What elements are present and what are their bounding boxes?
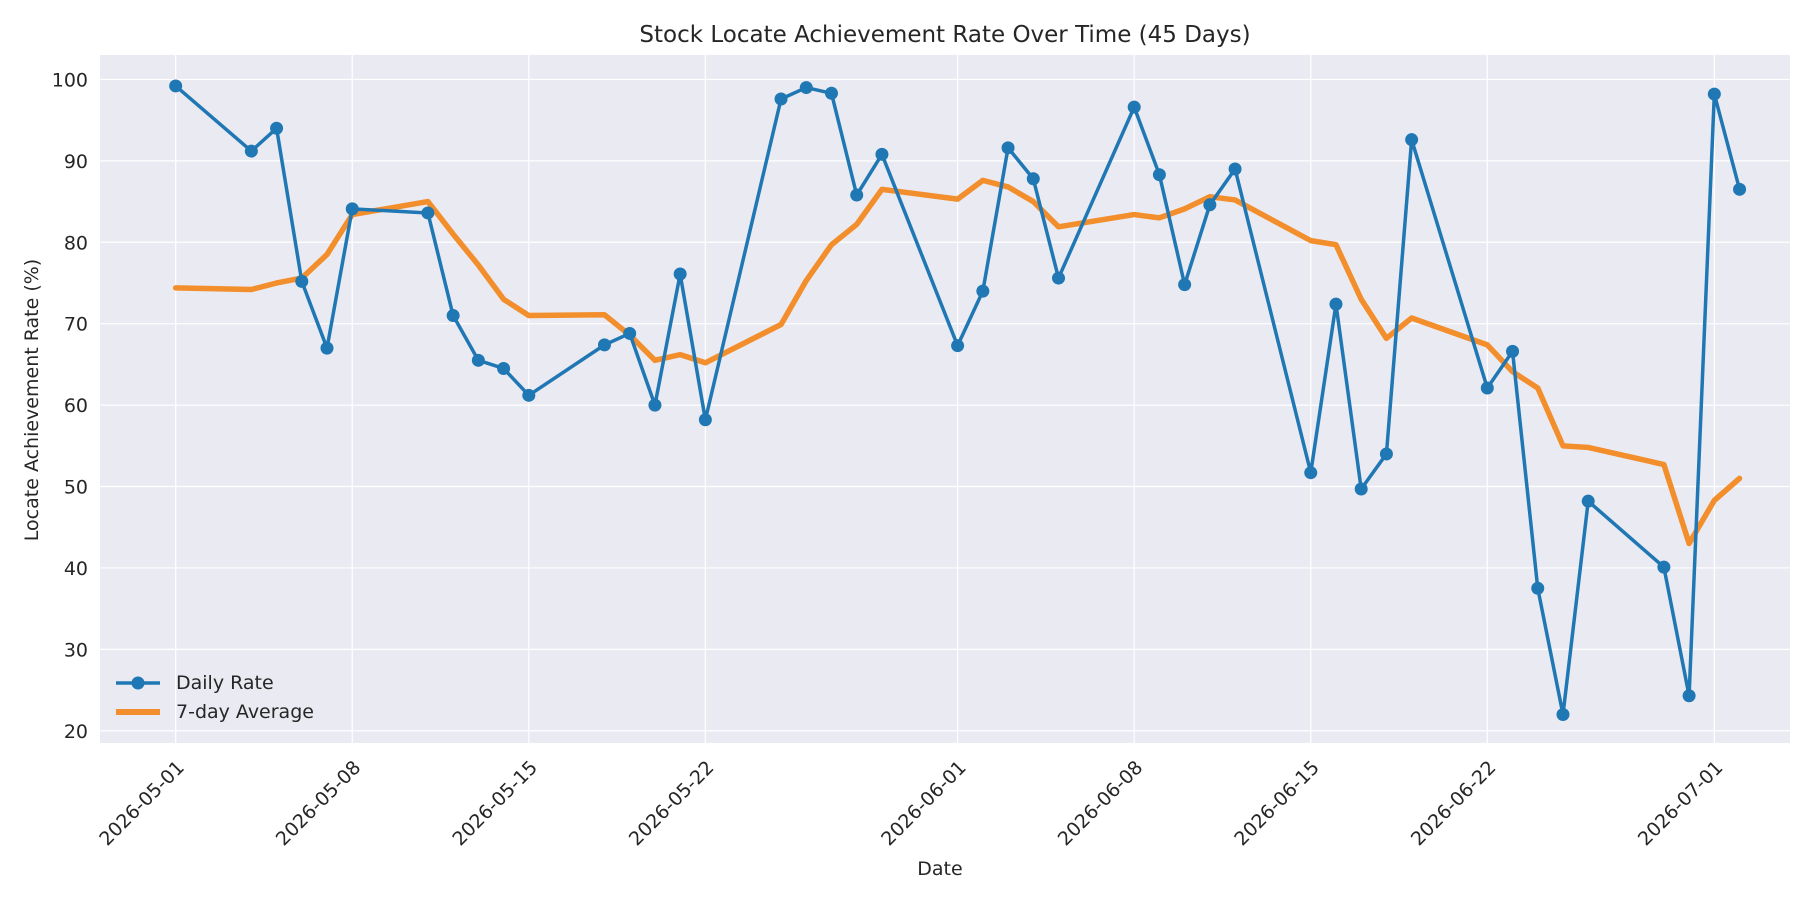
daily-point — [1178, 278, 1192, 292]
daily-point — [597, 338, 611, 352]
daily-point — [1001, 141, 1015, 155]
x-tick-label: 2026-06-08 — [1054, 757, 1148, 851]
x-tick-label: 2026-05-01 — [95, 757, 189, 851]
x-tick-label: 2026-05-22 — [625, 757, 719, 851]
x-tick-labels: 2026-05-01 2026-05-08 2026-05-15 2026-05-22… — [95, 757, 1727, 851]
daily-point — [169, 79, 183, 93]
y-tick-label: 30 — [64, 639, 88, 661]
daily-point — [1304, 466, 1318, 480]
x-tick-label: 2026-05-08 — [272, 757, 366, 851]
daily-point — [320, 341, 334, 355]
y-gridlines — [100, 78, 1790, 732]
y-tick-label: 90 — [64, 151, 88, 173]
daily-point — [1531, 581, 1545, 595]
daily-point — [1127, 100, 1141, 114]
daily-point — [421, 206, 435, 220]
daily-point — [648, 398, 662, 412]
daily-point — [774, 92, 788, 106]
daily-point — [850, 188, 864, 202]
y-tick-labels: 20 30 40 50 60 70 80 90 100 — [52, 69, 88, 742]
daily-point — [497, 361, 511, 375]
chart-title: Stock Locate Achievement Rate Over Time … — [639, 22, 1250, 48]
daily-point — [1052, 271, 1066, 285]
daily-point — [1203, 198, 1217, 212]
daily-point — [1026, 172, 1040, 186]
daily-point — [951, 339, 965, 353]
x-tick-label: 2026-06-22 — [1407, 757, 1501, 851]
daily-point — [1581, 494, 1595, 508]
daily-point — [824, 86, 838, 100]
x-tick-label: 2026-05-15 — [448, 757, 542, 851]
daily-point — [471, 353, 485, 367]
daily-point — [270, 121, 284, 135]
daily-point — [522, 388, 536, 402]
plot-area — [100, 55, 1790, 743]
daily-point — [799, 81, 813, 95]
y-tick-label: 60 — [64, 395, 88, 417]
x-tick-label: 2026-06-15 — [1230, 757, 1324, 851]
legend-avg-label: 7-day Average — [176, 701, 314, 723]
x-axis-title: Date — [917, 858, 962, 880]
series-daily-rate — [169, 79, 1747, 721]
daily-point — [295, 274, 309, 288]
daily-point — [1329, 297, 1343, 311]
y-tick-label: 50 — [64, 477, 88, 499]
daily-point — [1556, 708, 1570, 721]
daily-point — [446, 309, 460, 323]
daily-point — [345, 202, 359, 216]
legend-daily-marker — [131, 676, 145, 690]
daily-point — [875, 147, 889, 161]
legend-daily-label: Daily Rate — [176, 672, 274, 694]
daily-point — [673, 267, 687, 281]
daily-point — [1707, 87, 1721, 101]
x-tick-label: 2026-07-01 — [1634, 757, 1728, 851]
daily-point — [1682, 689, 1696, 703]
daily-point — [244, 144, 258, 158]
daily-point — [1657, 560, 1671, 574]
daily-point — [1152, 168, 1166, 182]
daily-point — [1405, 133, 1419, 147]
y-tick-label: 80 — [64, 232, 88, 254]
daily-point — [1228, 162, 1242, 176]
y-tick-label: 40 — [64, 558, 88, 580]
daily-point — [1480, 381, 1494, 395]
daily-point — [1506, 344, 1520, 358]
y-tick-label: 20 — [64, 721, 88, 743]
daily-point — [976, 284, 990, 298]
y-tick-label: 70 — [64, 314, 88, 336]
daily-point — [1354, 482, 1368, 496]
daily-point — [1379, 447, 1393, 461]
y-tick-label: 100 — [52, 69, 88, 91]
daily-point — [623, 326, 637, 340]
x-tick-label: 2026-06-01 — [877, 757, 971, 851]
x-gridlines — [175, 55, 1715, 743]
legend: Daily Rate 7-day Average — [116, 672, 314, 723]
daily-point — [1733, 182, 1747, 196]
y-axis-title: Locate Achievement Rate (%) — [21, 259, 43, 541]
daily-point — [698, 413, 712, 427]
